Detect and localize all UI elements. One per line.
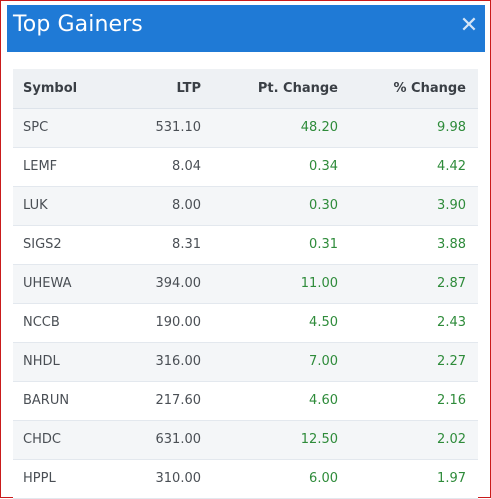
- column-header-ltp[interactable]: LTP: [176, 80, 201, 96]
- table-row[interactable]: SPC 531.10 48.20 9.98: [13, 108, 478, 147]
- table-header-row: Symbol LTP Pt. Change % Change: [13, 69, 478, 108]
- pt-change-cell: 0.31: [309, 237, 338, 252]
- pct-change-cell: 3.88: [437, 237, 466, 252]
- column-header-pt-change[interactable]: Pt. Change: [257, 80, 338, 96]
- close-icon[interactable]: ✕: [459, 13, 479, 38]
- symbol-cell: NCCB: [23, 315, 60, 330]
- ltp-cell: 8.04: [172, 159, 201, 174]
- ltp-cell: 631.00: [155, 432, 202, 447]
- pt-change-cell: 7.00: [309, 354, 338, 369]
- column-header-symbol[interactable]: Symbol: [23, 80, 78, 96]
- symbol-cell: CHDC: [23, 432, 61, 447]
- pct-change-cell: 9.98: [437, 120, 466, 135]
- pct-change-cell: 2.02: [437, 432, 466, 447]
- ltp-cell: 217.60: [155, 393, 202, 408]
- ltp-cell: 394.00: [155, 276, 202, 291]
- panel-title: Top Gainers: [13, 12, 143, 37]
- table-row[interactable]: UHEWA 394.00 11.00 2.87: [13, 264, 478, 303]
- panel-header: Top Gainers ✕: [7, 5, 485, 52]
- pct-change-cell: 3.90: [437, 198, 466, 213]
- ltp-cell: 8.00: [172, 198, 201, 213]
- symbol-cell: LEMF: [23, 159, 58, 174]
- pt-change-cell: 12.50: [300, 432, 338, 447]
- table-row[interactable]: CHDC 631.00 12.50 2.02: [13, 420, 478, 459]
- symbol-cell: UHEWA: [23, 276, 72, 291]
- pct-change-cell: 2.87: [437, 276, 466, 291]
- table-row[interactable]: BARUN 217.60 4.60 2.16: [13, 381, 478, 420]
- symbol-cell: SPC: [23, 120, 49, 135]
- pct-change-cell: 2.16: [437, 393, 466, 408]
- gainers-table: Symbol LTP Pt. Change % Change SPC 531.1…: [13, 69, 478, 499]
- symbol-cell: BARUN: [23, 393, 70, 408]
- pt-change-cell: 4.50: [309, 315, 338, 330]
- pt-change-cell: 6.00: [309, 471, 338, 486]
- pt-change-cell: 4.60: [309, 393, 338, 408]
- ltp-cell: 316.00: [155, 354, 202, 369]
- pct-change-cell: 2.27: [437, 354, 466, 369]
- table-row[interactable]: LEMF 8.04 0.34 4.42: [13, 147, 478, 186]
- pt-change-cell: 0.30: [309, 198, 338, 213]
- symbol-cell: HPPL: [23, 471, 56, 486]
- pt-change-cell: 48.20: [300, 120, 338, 135]
- symbol-cell: LUK: [23, 198, 48, 213]
- symbol-cell: NHDL: [23, 354, 60, 369]
- column-header-pct-change[interactable]: % Change: [393, 80, 467, 96]
- gainers-table-container: Symbol LTP Pt. Change % Change SPC 531.1…: [13, 69, 478, 499]
- pct-change-cell: 1.97: [437, 471, 466, 486]
- pt-change-cell: 0.34: [309, 159, 338, 174]
- ltp-cell: 8.31: [172, 237, 201, 252]
- symbol-cell: SIGS2: [23, 237, 62, 252]
- table-row[interactable]: SIGS2 8.31 0.31 3.88: [13, 225, 478, 264]
- ltp-cell: 531.10: [155, 120, 202, 135]
- table-row[interactable]: HPPL 310.00 6.00 1.97: [13, 459, 478, 498]
- pct-change-cell: 4.42: [437, 159, 466, 174]
- pt-change-cell: 11.00: [300, 276, 338, 291]
- table-row[interactable]: LUK 8.00 0.30 3.90: [13, 186, 478, 225]
- ltp-cell: 310.00: [155, 471, 202, 486]
- pct-change-cell: 2.43: [437, 315, 466, 330]
- ltp-cell: 190.00: [155, 315, 202, 330]
- table-row[interactable]: NHDL 316.00 7.00 2.27: [13, 342, 478, 381]
- table-row[interactable]: NCCB 190.00 4.50 2.43: [13, 303, 478, 342]
